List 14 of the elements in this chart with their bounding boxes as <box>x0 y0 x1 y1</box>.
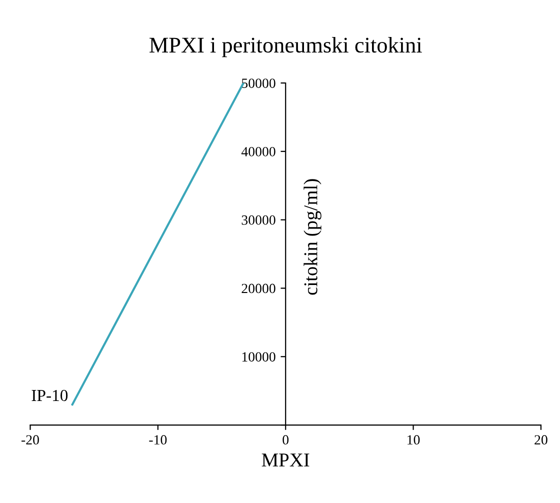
x-tick-label: 10 <box>408 435 420 445</box>
x-axis-title: MPXI <box>262 454 310 466</box>
y-tick-label: 40000 <box>241 146 276 156</box>
x-tick-label: -20 <box>22 435 39 445</box>
x-tick-label: 20 <box>534 435 548 445</box>
chart-title: MPXI i peritoneumski citokini <box>150 37 422 58</box>
y-tick-label: 10000 <box>242 352 276 362</box>
x-tick-label: -10 <box>149 435 167 445</box>
y-tick-label: 20000 <box>242 284 276 294</box>
y-axis-title: citokin (pg/ml) <box>304 179 322 295</box>
x-tick-label: 0 <box>282 435 289 445</box>
y-tick-label: 50000 <box>242 78 276 88</box>
annotation: IP-10 <box>32 390 68 402</box>
y-tick-label: 30000 <box>242 215 276 225</box>
